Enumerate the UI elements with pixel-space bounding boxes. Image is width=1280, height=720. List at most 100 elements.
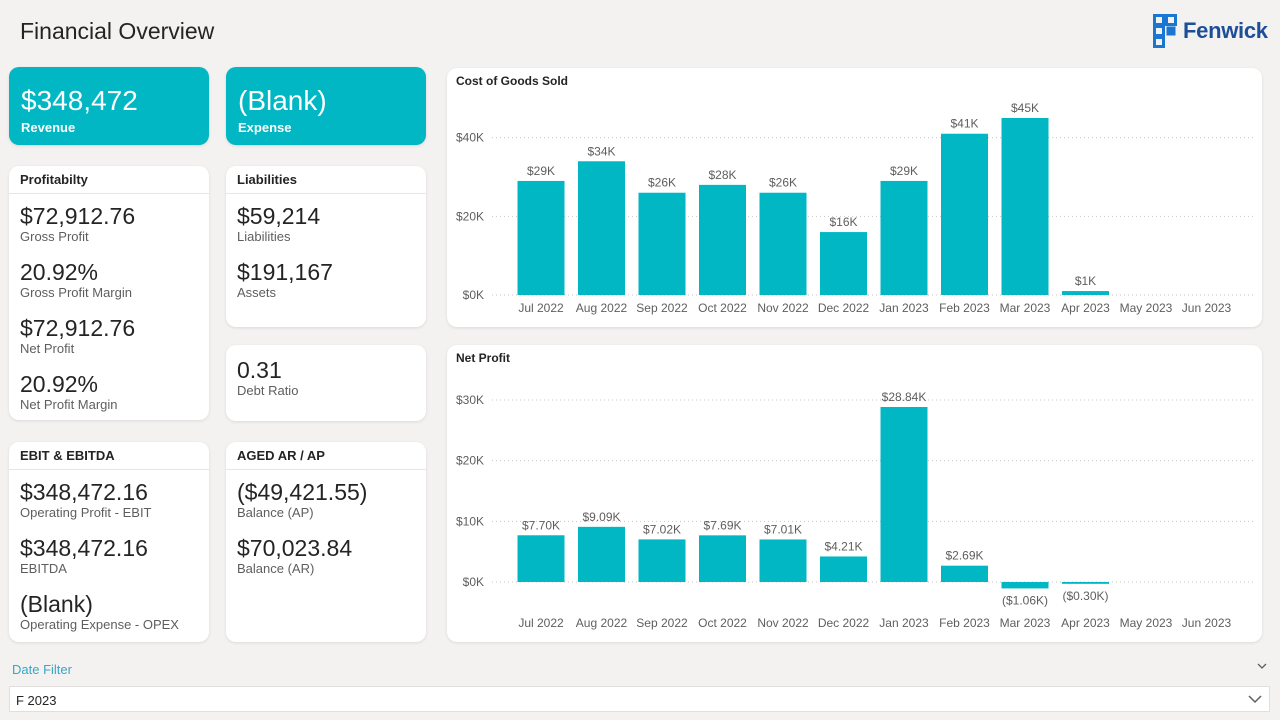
ebit-metric: $348,472.16 Operating Profit - EBIT [9,479,209,520]
net-profit-margin-metric: 20.92% Net Profit Margin [9,371,209,412]
bar[interactable] [1062,582,1109,584]
x-tick-label: Aug 2022 [576,301,628,315]
x-tick-label: Aug 2022 [576,616,628,630]
assets-metric: $191,167 Assets [226,259,426,300]
balance-ar-metric: $70,023.84 Balance (AR) [226,535,426,576]
x-tick-label: Nov 2022 [757,616,809,630]
x-tick-label: May 2023 [1120,616,1173,630]
x-tick-label: Dec 2022 [818,301,870,315]
data-label: $7.01K [764,522,802,536]
x-tick-label: Nov 2022 [757,301,809,315]
net-profit-chart-card[interactable]: Net Profit $0K $10K $20K $30K $7.70K Jul 2022… [447,345,1262,642]
data-label: $41K [950,117,978,131]
data-label: $28K [708,168,736,182]
data-label: $9.09K [582,510,620,524]
profitability-title: Profitabilty [9,166,209,194]
x-tick-label: Oct 2022 [698,616,747,630]
bar[interactable] [880,180,928,295]
net-profit-margin-value: 20.92% [20,371,99,397]
expense-value: (Blank) [238,85,327,116]
filter-collapse-chevron-icon[interactable] [1256,660,1268,675]
liabilities-card[interactable]: Liabilities $59,214 Liabilities $191,167… [226,166,426,327]
bar[interactable] [1062,291,1109,295]
gross-profit-margin-value: 20.92% [20,259,99,285]
net-profit-chart: $0K $10K $20K $30K $7.70K Jul 2022 $9.09K Aug 2… [456,390,1255,630]
logo-text: Fenwick [1183,18,1268,43]
net-profit-margin-label: Net Profit Margin [20,397,118,412]
fenwick-logo: Fenwick [1153,14,1268,48]
bar[interactable] [1001,118,1049,295]
ebitda-metric: $348,472.16 EBITDA [9,535,209,576]
bar[interactable] [638,192,686,295]
x-tick-label: Apr 2023 [1061,616,1110,630]
x-tick-label: Mar 2023 [1000,616,1051,630]
bar[interactable] [578,161,625,295]
assets-value: $191,167 [237,259,333,285]
chevron-down-icon [1247,689,1263,714]
revenue-value: $348,472 [21,85,138,116]
y-tick-label: $20K [456,209,484,223]
expense-card[interactable]: (Blank) Expense [226,67,426,145]
assets-label: Assets [237,285,277,300]
data-label: $45K [1011,101,1039,115]
bar[interactable] [941,565,988,582]
bar[interactable] [699,535,746,582]
bar[interactable] [880,407,928,582]
profitability-card[interactable]: Profitabilty $72,912.76 Gross Profit 20.… [9,166,209,420]
bar[interactable] [759,539,807,582]
bar[interactable] [578,526,625,582]
gross-profit-metric: $72,912.76 Gross Profit [9,203,209,244]
bar[interactable] [820,232,867,295]
x-tick-label: Jul 2022 [518,301,564,315]
data-label: $29K [890,164,918,178]
x-tick-label: Jun 2023 [1182,616,1232,630]
bar[interactable] [1001,582,1049,589]
aged-title: AGED AR / AP [226,442,426,470]
ebit-value: $348,472.16 [20,479,148,505]
data-label: $34K [587,144,615,158]
bar[interactable] [517,180,565,295]
liabilities-metric: $59,214 Liabilities [226,203,426,244]
balance-ar-value: $70,023.84 [237,535,353,561]
bar[interactable] [517,535,565,582]
opex-label: Operating Expense - OPEX [20,617,179,632]
cogs-chart-card[interactable]: Cost of Goods Sold $0K $20K $40K $29K Jul 20… [447,68,1262,327]
x-tick-label: Oct 2022 [698,301,747,315]
data-label: $26K [648,176,676,190]
debt-ratio-value: 0.31 [237,357,282,383]
y-tick-label: $20K [456,454,484,468]
ebit-label: Operating Profit - EBIT [20,505,152,520]
expense-label: Expense [238,120,292,135]
bar[interactable] [759,192,807,295]
y-tick-label: $40K [456,131,484,145]
x-tick-label: Feb 2023 [939,616,990,630]
net-profit-chart-title: Net Profit [456,351,510,365]
debt-ratio-label: Debt Ratio [237,383,299,398]
revenue-card[interactable]: $348,472 Revenue [9,67,209,145]
bar[interactable] [699,184,746,295]
data-label: $29K [527,164,555,178]
date-filter-value: F 2023 [16,693,57,708]
debt-ratio-card[interactable]: 0.31 Debt Ratio [226,345,426,421]
bar[interactable] [820,556,867,582]
date-filter-label: Date Filter [12,662,72,677]
x-tick-label: Sep 2022 [636,616,688,630]
net-profit-label: Net Profit [20,341,75,356]
ebit-card[interactable]: EBIT & EBITDA $348,472.16 Operating Prof… [9,442,209,642]
y-tick-label: $30K [456,393,484,407]
aged-card[interactable]: AGED AR / AP ($49,421.55) Balance (AP) $… [226,442,426,642]
ebitda-value: $348,472.16 [20,535,148,561]
data-label: $1K [1075,274,1096,288]
balance-ap-label: Balance (AP) [237,505,314,520]
debt-ratio-metric: 0.31 Debt Ratio [226,357,426,398]
data-label: $7.69K [703,518,741,532]
data-label: $2.69K [945,549,983,563]
gross-profit-label: Gross Profit [20,229,89,244]
data-label: $28.84K [882,390,927,404]
bar[interactable] [941,133,988,295]
x-tick-label: Jan 2023 [879,301,929,315]
bar[interactable] [638,539,686,582]
x-tick-label: Feb 2023 [939,301,990,315]
date-filter-dropdown[interactable]: F 2023 [9,686,1270,712]
data-label: $4.21K [824,539,862,553]
